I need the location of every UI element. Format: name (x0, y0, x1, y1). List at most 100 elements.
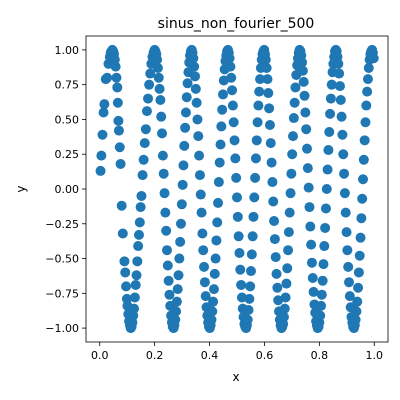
scatter-point (159, 188, 170, 199)
scatter-point (361, 100, 372, 111)
scatter-point (299, 90, 310, 101)
scatter-point (206, 314, 217, 325)
scatter-point (285, 188, 296, 199)
scatter-point (236, 279, 247, 290)
scatter-point (133, 229, 144, 240)
scatter-point (358, 154, 369, 165)
scatter-point (213, 177, 224, 188)
scatter-point (193, 131, 204, 142)
scatter-point (261, 62, 272, 73)
scatter-point (212, 217, 223, 228)
y-axis-ticks: −1.00 −0.75 −0.50 −0.25 0.00 0.25 0.50 0.75 1.00 (45, 44, 86, 335)
scatter-point (231, 172, 242, 183)
scatter-point (298, 76, 309, 87)
scatter-point (208, 296, 219, 307)
scatter-point (229, 135, 240, 146)
chart-title: sinus_non_fourier_500 (158, 16, 315, 32)
scatter-point (283, 227, 294, 238)
scatter-point (306, 239, 317, 250)
scatter-point (284, 207, 295, 218)
scatter-point (339, 188, 350, 199)
scatter-point (344, 277, 355, 288)
x-axis-label: x (232, 370, 239, 384)
scatter-point (129, 303, 140, 314)
scatter-point (266, 157, 277, 168)
scatter-point (270, 252, 281, 263)
scatter-point (192, 114, 203, 125)
scatter-point (218, 89, 228, 100)
scatter-point (207, 306, 218, 317)
scatter-point (98, 107, 109, 118)
scatter-point (161, 225, 172, 236)
scatter-point (287, 149, 298, 160)
scatter-point (113, 125, 124, 136)
scatter-point (157, 128, 168, 139)
scatter-point (358, 174, 369, 185)
scatter-point (120, 267, 131, 278)
scatter-point (290, 82, 301, 93)
scatter-point (262, 74, 273, 85)
scatter-point (306, 257, 317, 268)
scatter-point (197, 228, 208, 239)
scatter-point (316, 300, 327, 311)
scatter-point (354, 250, 365, 261)
scatter-point (139, 138, 150, 149)
scatter-point (117, 228, 128, 239)
scatter-point (297, 65, 308, 76)
scatter-point (211, 235, 222, 246)
scatter-point (268, 196, 279, 207)
scatter-point (352, 296, 363, 307)
scatter-point (254, 86, 265, 97)
scatter-point (317, 275, 328, 286)
scatter-point (271, 268, 282, 279)
scatter-point (323, 145, 334, 156)
scatter-point (102, 72, 113, 83)
scatter-point (215, 139, 226, 150)
scatter-point (353, 267, 364, 278)
scatter-point (170, 314, 181, 325)
scatter-point (340, 207, 351, 218)
x-tick-label: 0.0 (91, 349, 109, 362)
scatter-point (302, 163, 313, 174)
scatter-point (180, 122, 191, 133)
scatter-point (145, 68, 156, 79)
scatter-point (289, 97, 300, 108)
scatter-point (230, 153, 241, 164)
scatter-point (288, 113, 299, 124)
scatter-point (175, 218, 186, 229)
x-tick-label: 0.4 (201, 349, 219, 362)
scatter-point (250, 172, 261, 183)
scatter-point (356, 213, 367, 224)
scatter-point (216, 121, 227, 132)
scatter-point (363, 62, 374, 73)
scatter-point (337, 129, 348, 140)
scatter-point (135, 202, 146, 213)
scatter-point (281, 278, 292, 289)
scatter-point (199, 261, 210, 272)
scatter-point (253, 100, 264, 111)
scatter-point (129, 292, 140, 303)
scatter-point (194, 150, 205, 161)
scatter-point (196, 207, 207, 218)
scatter-point (234, 247, 245, 258)
scatter-point (325, 108, 336, 119)
scatter-point (113, 115, 124, 126)
scatter-point (242, 314, 253, 325)
scatter-point (111, 72, 122, 83)
scatter-point (307, 273, 318, 284)
scatter-point (172, 284, 183, 295)
scatter-point (96, 150, 107, 161)
y-tick-label: 0.25 (55, 148, 80, 161)
y-tick-label: 0.00 (55, 183, 80, 196)
scatter-point (326, 79, 337, 90)
scatter-point (232, 211, 243, 222)
scatter-point (316, 289, 327, 300)
x-tick-label: 0.2 (146, 349, 164, 362)
y-tick-label: −1.00 (45, 322, 79, 335)
scatter-point (180, 107, 191, 118)
scatter-point (333, 58, 344, 69)
scatter-point (283, 245, 294, 256)
scatter-point (350, 314, 361, 325)
scatter-point (300, 107, 311, 118)
